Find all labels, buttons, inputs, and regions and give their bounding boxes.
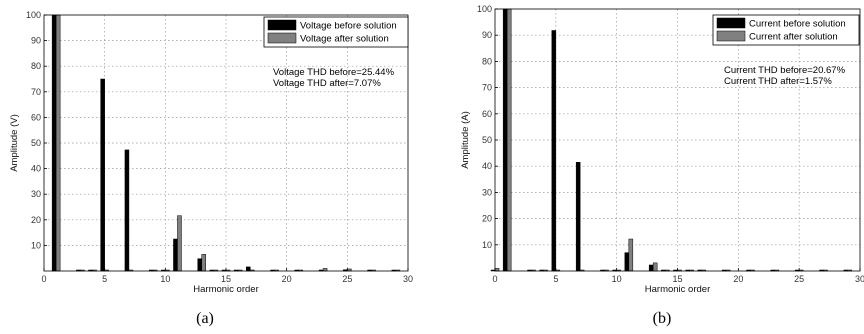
bar-before: [124, 149, 130, 272]
bar-before: [173, 238, 178, 272]
bar-after: [628, 238, 634, 272]
x-tick-label: 25: [342, 274, 352, 284]
y-tick-label: 10: [482, 240, 492, 250]
bar-before: [490, 269, 496, 272]
subfigure-caption: (b): [653, 310, 672, 327]
y-tick-label: 70: [482, 83, 492, 93]
x-tick-label: 20: [282, 274, 292, 284]
y-tick-label: 30: [31, 189, 41, 199]
x-axis-label: Harmonic order: [193, 284, 258, 295]
x-tick-label: 5: [102, 274, 107, 284]
y-tick-label: 70: [31, 87, 41, 97]
y-tick-label: 100: [26, 10, 41, 20]
x-tick-label: 0: [492, 274, 497, 284]
y-tick-label: 50: [31, 138, 41, 148]
bar-before: [197, 258, 202, 272]
y-tick-label: 60: [31, 112, 41, 122]
x-tick-label: 15: [221, 274, 231, 284]
legend: Voltage before solution Voltage after sol…: [263, 16, 409, 48]
legend-label: Voltage before solution: [300, 21, 397, 32]
chart-b: 0 5 10 15 20 25 30 10 20 30 40 50 60 70 80 90 100 Harmoni…: [460, 4, 864, 327]
bar-before: [502, 8, 508, 272]
y-tick-label: 100: [477, 4, 492, 14]
bar-before: [575, 162, 581, 272]
x-tick-label: 25: [794, 274, 804, 284]
y-tick-label: 10: [31, 240, 41, 250]
x-tick-label: 30: [855, 274, 864, 284]
legend-swatch: [716, 17, 746, 29]
subfigure-caption: (a): [196, 310, 214, 327]
bar-before: [51, 14, 57, 272]
x-tick-label: 10: [612, 274, 622, 284]
x-tick-label: 20: [733, 274, 743, 284]
legend-swatch: [267, 32, 297, 44]
y-tick-label: 20: [482, 214, 492, 224]
y-tick-label: 80: [482, 56, 492, 66]
chart-a: 0 5 10 15 20 25 30 10 20 30 40 50 60 70 80 90 100 Harmoni…: [9, 10, 413, 327]
y-tick-label: 40: [482, 161, 492, 171]
y-tick-label: 20: [31, 215, 41, 225]
y-axis-label: Amplitude (V): [9, 114, 20, 172]
y-tick-label: 40: [31, 164, 41, 174]
bar-after: [201, 254, 206, 272]
legend-swatch: [716, 30, 746, 42]
legend-label: Voltage after solution: [300, 34, 389, 45]
y-tick-label: 90: [482, 30, 492, 40]
plot-area: [495, 9, 860, 271]
bar-before: [624, 252, 630, 272]
x-tick-label: 0: [41, 274, 46, 284]
thd-annotation: Current THD after=1.57%: [724, 76, 832, 87]
y-tick-label: 80: [31, 61, 41, 71]
x-tick-label: 15: [672, 274, 682, 284]
x-tick-label: 10: [160, 274, 170, 284]
x-axis-label: Harmonic order: [645, 284, 710, 295]
thd-annotation: Voltage THD after=7.07%: [273, 78, 381, 89]
y-tick-label: 50: [482, 135, 492, 145]
y-tick-label: 30: [482, 187, 492, 197]
legend: Current before solution Current after sol…: [712, 14, 860, 46]
thd-annotation: Voltage THD before=25.44%: [273, 67, 395, 78]
y-tick-label: 90: [31, 36, 41, 46]
bar-before: [551, 30, 557, 272]
y-axis-label: Amplitude (A): [460, 111, 471, 169]
legend-label: Current after solution: [749, 32, 838, 43]
thd-annotation: Current THD before=20.67%: [724, 65, 846, 76]
legend-label: Current before solution: [749, 19, 846, 30]
bar-before: [246, 266, 251, 272]
y-tick-label: 60: [482, 109, 492, 119]
bar-after: [506, 8, 512, 272]
bar-after: [177, 215, 182, 272]
x-tick-label: 5: [553, 274, 558, 284]
x-tick-label: 30: [403, 274, 413, 284]
legend-swatch: [267, 19, 297, 31]
bar-after: [55, 14, 61, 272]
bar-before: [100, 78, 105, 272]
bar-after: [652, 262, 658, 272]
bar-before: [648, 264, 654, 272]
